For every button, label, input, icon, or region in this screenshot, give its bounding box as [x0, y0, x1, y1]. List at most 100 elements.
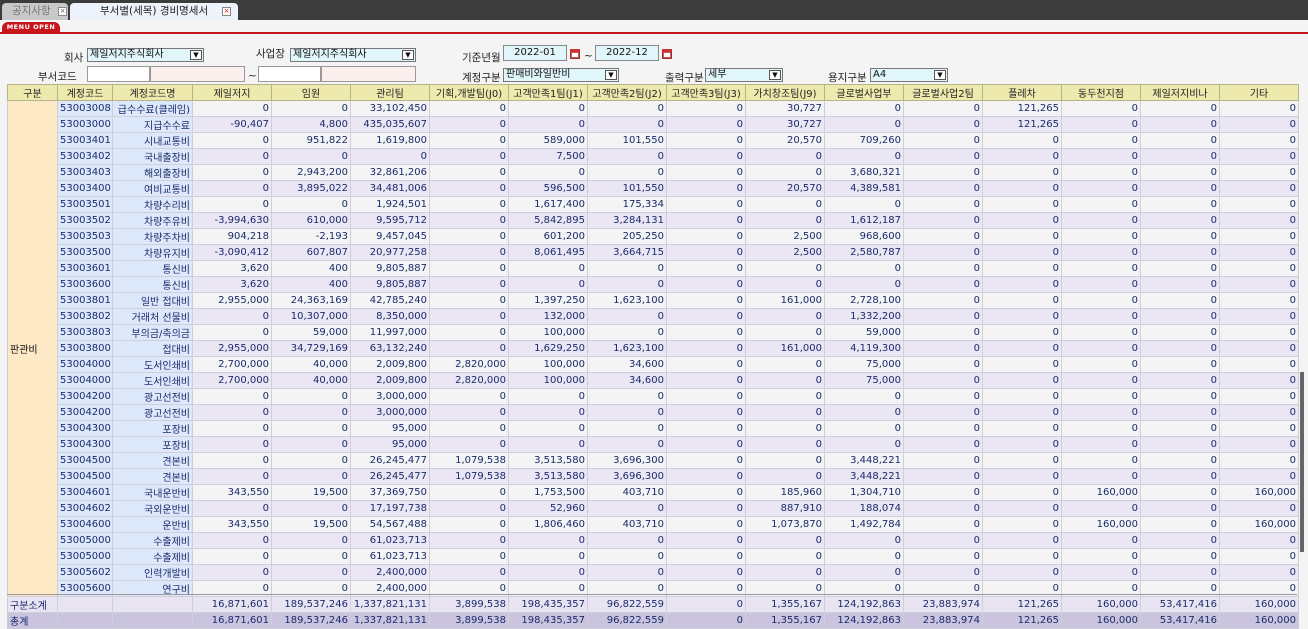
account-code-cell: 53004200 — [57, 388, 113, 405]
table-row[interactable]: 53004000 도서인쇄비 2,700,000 40,000 2,009,800 2,8… — [8, 372, 1299, 389]
amount-cell: 0 — [824, 532, 904, 549]
amount-cell: 403,710 — [587, 516, 667, 533]
chevron-down-icon[interactable]: ▼ — [769, 70, 781, 80]
table-row[interactable]: 53003801 일반 접대비 2,955,000 24,363,169 42,785,… — [8, 292, 1299, 309]
account-code-cell: 53004200 — [57, 404, 113, 421]
table-row[interactable]: 53004000 도서인쇄비 2,700,000 40,000 2,009,800 2,8… — [8, 356, 1299, 373]
amount-cell: 0 — [666, 180, 746, 197]
table-row[interactable]: 53004602 국외운반비 0 0 17,197,738 0 52,960 0 0 887,91… — [8, 500, 1299, 517]
table-row[interactable]: 53004500 견본비 0 0 26,245,477 1,079,538 3,513,58… — [8, 452, 1299, 469]
column-header[interactable]: 기획,개발팀(J0) — [429, 84, 509, 101]
table-row[interactable]: 53003800 접대비 2,955,000 34,729,169 63,132,240… — [8, 340, 1299, 357]
vertical-scrollbar[interactable] — [1300, 372, 1304, 552]
column-header[interactable]: 계정코드 — [57, 84, 113, 101]
amount-cell: 1,355,167 — [745, 596, 825, 613]
table-row[interactable]: 53003502 차량주유비 -3,994,630 610,000 9,595,712 0… — [8, 212, 1299, 229]
close-icon[interactable]: × — [222, 7, 231, 16]
column-header[interactable]: 플레차 — [982, 84, 1062, 101]
table-row[interactable]: 53005602 인력개발비 0 0 2,400,000 0 0 0 0 0 0 0 0 0 0 0 — [8, 564, 1299, 581]
column-header[interactable]: 구분 — [7, 84, 58, 101]
amount-cell: 0 — [429, 164, 509, 181]
column-header[interactable]: 관리팀 — [350, 84, 430, 101]
table-row[interactable]: 53004601 국내운반비 343,550 19,500 37,369,750 0 1,7… — [8, 484, 1299, 501]
tab-notice[interactable]: 공지사항 × — [2, 3, 68, 20]
site-select[interactable]: 제일저지주식회사 ▼ — [290, 48, 416, 62]
amount-cell: 0 — [587, 548, 667, 565]
amount-cell: 0 — [1140, 500, 1220, 517]
column-header[interactable]: 임원 — [271, 84, 351, 101]
column-header[interactable]: 고객만족3팀(J3) — [666, 84, 746, 101]
amount-cell: 0 — [192, 468, 272, 485]
table-row[interactable]: 53004300 포장비 0 0 95,000 0 0 0 0 0 0 0 0 0 0 0 — [8, 420, 1299, 437]
total-row: 총계 16,871,601 189,537,246 1,337,821,131 3,89… — [7, 612, 1299, 629]
amount-cell: 589,000 — [508, 132, 588, 149]
amount-cell: 0 — [192, 324, 272, 341]
account-code-cell: 53005600 — [57, 580, 113, 597]
chevron-down-icon[interactable]: ▼ — [190, 50, 202, 60]
table-row[interactable]: 53005000 수출제비 0 0 61,023,713 0 0 0 0 0 0 0 0 0 0 0 — [8, 532, 1299, 549]
table-row[interactable]: 53005000 수출제비 0 0 61,023,713 0 0 0 0 0 0 0 0 0 0 0 — [8, 548, 1299, 565]
period-to-input[interactable]: 2022-12 — [595, 45, 659, 61]
period-from-input[interactable]: 2022-01 — [503, 45, 567, 61]
chevron-down-icon[interactable]: ▼ — [605, 70, 617, 80]
dept-code-to-input[interactable] — [258, 66, 321, 82]
chevron-down-icon[interactable]: ▼ — [934, 70, 946, 80]
amount-cell: -2,193 — [271, 228, 351, 245]
amount-cell: 1,337,821,131 — [350, 596, 430, 613]
table-row[interactable]: 53004200 광고선전비 0 0 3,000,000 0 0 0 0 0 0 0 0 0 0 0 — [8, 404, 1299, 421]
amount-cell: 0 — [824, 100, 904, 117]
amount-cell: 0 — [982, 132, 1062, 149]
dept-code-from-input[interactable] — [87, 66, 150, 82]
column-header[interactable]: 동두천지점 — [1061, 84, 1141, 101]
close-icon[interactable]: × — [58, 7, 67, 16]
column-header[interactable]: 글로벌사업부 — [824, 84, 904, 101]
calendar-icon[interactable] — [662, 49, 672, 59]
menu-open-button[interactable]: MENU OPEN — [2, 22, 60, 32]
table-row[interactable]: 53003802 거래처 선물비 0 10,307,000 8,350,000 0 132,… — [8, 308, 1299, 325]
table-row[interactable]: 판관비 53003008 급수수료(클레임) 0 0 33,102,450 0 0 0 0 30,7… — [7, 100, 1299, 597]
column-header[interactable]: 제일저지 — [192, 84, 272, 101]
chevron-down-icon[interactable]: ▼ — [402, 50, 414, 60]
amount-cell: 0 — [982, 244, 1062, 261]
table-row[interactable]: 53003601 통신비 3,620 400 9,805,887 0 0 0 0 0 0 0 0 0 0 0 — [8, 260, 1299, 277]
amount-cell: 0 — [271, 100, 351, 117]
output-type-select[interactable]: 세부 ▼ — [705, 68, 783, 82]
table-row[interactable]: 53004500 견본비 0 0 26,245,477 1,079,538 3,513,58… — [8, 468, 1299, 485]
table-row[interactable]: 53003000 지급수수료 -90,407 4,800 435,035,607 0 0 0 0… — [8, 116, 1299, 133]
paper-type-select[interactable]: A4 ▼ — [870, 68, 948, 82]
amount-cell: 0 — [271, 564, 351, 581]
company-select[interactable]: 제일저지주식회사 ▼ — [87, 48, 204, 62]
amount-cell: 160,000 — [1219, 596, 1299, 613]
table-row[interactable]: 53003600 통신비 3,620 400 9,805,887 0 0 0 0 0 0 0 0 0 0 0 — [8, 276, 1299, 293]
amount-cell: 0 — [903, 532, 983, 549]
column-header[interactable]: 글로벌사업2팀 — [903, 84, 983, 101]
table-row[interactable]: 53003503 차량주차비 904,218 -2,193 9,457,045 0 601,… — [8, 228, 1299, 245]
table-row[interactable]: 53004300 포장비 0 0 95,000 0 0 0 0 0 0 0 0 0 0 0 — [8, 436, 1299, 453]
amount-cell: 34,729,169 — [271, 340, 351, 357]
amount-cell: 0 — [508, 564, 588, 581]
tab-expense-report[interactable]: 부서별(세목) 경비명세서 × — [70, 3, 238, 20]
table-row[interactable]: 53003501 차량수리비 0 0 1,924,501 0 1,617,400 175,33… — [8, 196, 1299, 213]
amount-cell: 0 — [982, 548, 1062, 565]
calendar-icon[interactable] — [570, 49, 580, 59]
amount-cell: 0 — [903, 164, 983, 181]
amount-cell: 0 — [1140, 516, 1220, 533]
table-row[interactable]: 53005600 연구비 0 0 2,400,000 0 0 0 0 0 0 0 0 0 0 0 — [8, 580, 1299, 597]
table-row[interactable]: 53003400 여비교통비 0 3,895,022 34,481,006 0 596,50… — [8, 180, 1299, 197]
table-row[interactable]: 53004200 광고선전비 0 0 3,000,000 0 0 0 0 0 0 0 0 0 0 0 — [8, 388, 1299, 405]
table-row[interactable]: 53004600 운반비 343,550 19,500 54,567,488 0 1,806… — [8, 516, 1299, 533]
column-header[interactable]: 가치창조팀(J9) — [745, 84, 825, 101]
table-row[interactable]: 53003500 차량유지비 -3,090,412 607,807 20,977,258… — [8, 244, 1299, 261]
column-header[interactable]: 기타 — [1219, 84, 1299, 101]
amount-cell: 3,620 — [192, 276, 272, 293]
column-header[interactable]: 고객만족2팀(J2) — [587, 84, 667, 101]
amount-cell: 0 — [903, 260, 983, 277]
table-row[interactable]: 53003401 시내교통비 0 951,822 1,619,800 0 589,000 10… — [8, 132, 1299, 149]
account-type-select[interactable]: 판매비와일반비 ▼ — [503, 68, 619, 82]
table-row[interactable]: 53003402 국내출장비 0 0 0 0 7,500 0 0 0 0 0 0 0 0 0 — [8, 148, 1299, 165]
column-header[interactable]: 고객만족1팀(J1) — [508, 84, 588, 101]
table-row[interactable]: 53003803 부의금/축의금 0 59,000 11,997,000 0 100,000… — [8, 324, 1299, 341]
table-row[interactable]: 53003403 해외출장비 0 2,943,200 32,861,206 0 0 0 0 0 3,… — [8, 164, 1299, 181]
column-header[interactable]: 계정코드명 — [112, 84, 193, 101]
column-header[interactable]: 제일저지비나 — [1140, 84, 1220, 101]
